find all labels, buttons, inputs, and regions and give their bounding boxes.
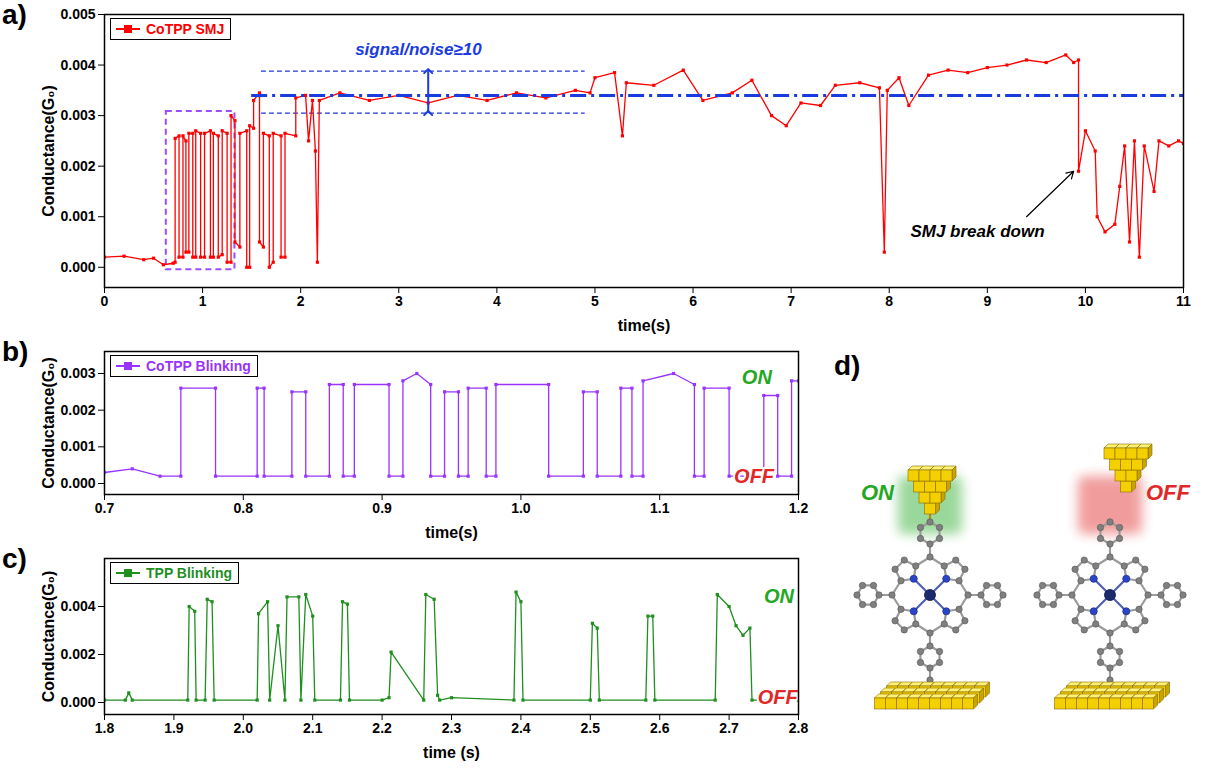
svg-text:9: 9: [983, 293, 991, 309]
svg-text:2.4: 2.4: [511, 720, 531, 736]
svg-text:0.000: 0.000: [60, 259, 95, 275]
svg-text:0.004: 0.004: [60, 598, 95, 614]
svg-text:0.003: 0.003: [60, 107, 95, 123]
svg-text:3: 3: [395, 293, 403, 309]
svg-text:2.3: 2.3: [442, 720, 462, 736]
svg-text:0.000: 0.000: [60, 694, 95, 710]
svg-text:6: 6: [689, 293, 697, 309]
svg-text:0.005: 0.005: [60, 6, 95, 22]
svg-text:time(s): time(s): [425, 524, 477, 541]
svg-text:ON: ON: [861, 480, 895, 505]
svg-text:1.9: 1.9: [164, 720, 184, 736]
svg-text:1.8: 1.8: [95, 720, 115, 736]
svg-text:0: 0: [101, 293, 109, 309]
svg-text:0.004: 0.004: [60, 57, 95, 73]
svg-text:OFF: OFF: [734, 465, 775, 487]
svg-text:time(s): time(s): [618, 317, 670, 334]
svg-text:1.0: 1.0: [511, 500, 531, 516]
html-text:b): b): [2, 336, 29, 367]
svg-text:1.2: 1.2: [789, 500, 809, 516]
svg-text:7: 7: [787, 293, 795, 309]
html-text:a): a): [2, 0, 27, 30]
svg-text:2: 2: [297, 293, 305, 309]
svg-text:0.8: 0.8: [234, 500, 254, 516]
svg-text:ON: ON: [764, 585, 795, 607]
svg-text:OFF: OFF: [1146, 480, 1191, 505]
html-text:TPP Blinking: TPP Blinking: [146, 565, 233, 581]
svg-text:2.5: 2.5: [581, 720, 601, 736]
svg-text:OFF: OFF: [758, 686, 799, 708]
svg-text:10: 10: [1078, 293, 1094, 309]
svg-text:5: 5: [591, 293, 599, 309]
svg-text:2.2: 2.2: [372, 720, 392, 736]
svg-text:2.8: 2.8: [789, 720, 809, 736]
svg-text:0.000: 0.000: [60, 475, 95, 491]
svg-text:Conductance(G₀): Conductance(G₀): [40, 357, 57, 489]
html-text:CoTPP SMJ: CoTPP SMJ: [146, 21, 225, 37]
svg-text:2.1: 2.1: [303, 720, 323, 736]
svg-text:ON: ON: [742, 366, 773, 388]
svg-text:1.1: 1.1: [650, 500, 670, 516]
svg-text:0.003: 0.003: [60, 365, 95, 381]
html-text:CoTPP Blinking: CoTPP Blinking: [146, 358, 251, 374]
svg-text:11: 11: [1176, 293, 1191, 309]
svg-text:0.002: 0.002: [60, 158, 95, 174]
svg-text:4: 4: [493, 293, 501, 309]
svg-text:0.002: 0.002: [60, 402, 95, 418]
html-text:c): c): [2, 543, 27, 574]
svg-text:8: 8: [885, 293, 893, 309]
svg-text:Conductance(G₀): Conductance(G₀): [40, 571, 57, 703]
svg-text:2.6: 2.6: [650, 720, 670, 736]
svg-text:0.001: 0.001: [60, 208, 95, 224]
svg-text:d): d): [834, 350, 860, 381]
svg-text:Conductance(G₀): Conductance(G₀): [40, 85, 57, 217]
svg-text:2.7: 2.7: [719, 720, 739, 736]
svg-text:2.0: 2.0: [234, 720, 254, 736]
svg-text:0.7: 0.7: [95, 500, 115, 516]
svg-text:SMJ break down: SMJ break down: [910, 222, 1044, 241]
svg-text:1: 1: [199, 293, 207, 309]
svg-text:0.001: 0.001: [60, 438, 95, 454]
svg-text:time (s): time (s): [423, 744, 480, 761]
svg-text:signal/noise≥10: signal/noise≥10: [355, 40, 482, 59]
svg-text:0.002: 0.002: [60, 646, 95, 662]
svg-text:0.9: 0.9: [372, 500, 392, 516]
